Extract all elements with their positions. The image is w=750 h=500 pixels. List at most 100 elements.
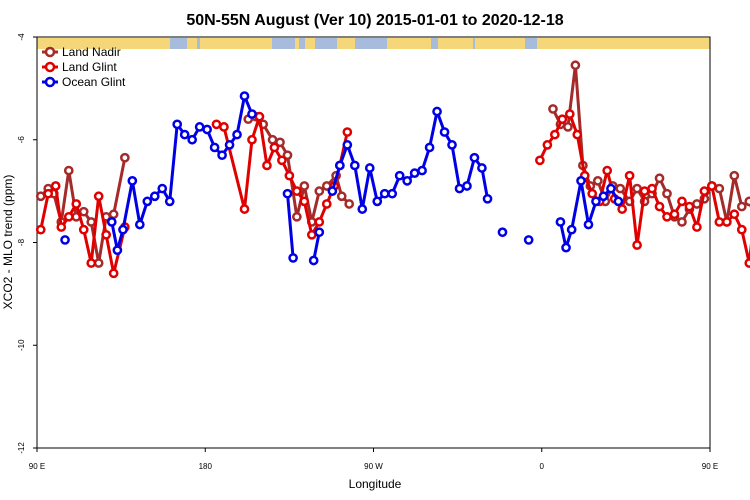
data-point [549, 129, 560, 140]
data-point [292, 186, 302, 196]
legend-label-land-glint: Land Glint [62, 60, 117, 74]
data-series [35, 60, 750, 279]
band-ocean [299, 38, 305, 49]
data-point [335, 160, 345, 171]
data-point [669, 209, 680, 220]
data-point [387, 188, 398, 199]
data-point [101, 229, 112, 240]
data-point [277, 155, 287, 166]
data-point [35, 224, 46, 235]
legend-label-ocean-glint: Ocean Glint [62, 75, 126, 89]
data-point [50, 181, 61, 191]
data-point [93, 191, 104, 202]
data-point [598, 191, 609, 202]
data-point [224, 140, 235, 150]
legend-marker-land-nadir [44, 46, 56, 58]
data-point [447, 140, 457, 150]
series-ocean-glint [60, 91, 624, 266]
x-tick-label: 90 E [29, 462, 45, 471]
data-point [592, 176, 603, 186]
data-point [179, 129, 190, 140]
data-point [292, 211, 302, 222]
y-tick-label: -10 [17, 339, 26, 351]
data-point [379, 188, 390, 199]
data-point [402, 176, 412, 186]
data-point [394, 170, 405, 181]
data-point [566, 224, 577, 235]
axis-ticks: 90 E 180 90 W 0 90 E -4 -6 -8 -10 -12 [17, 33, 718, 471]
data-point [308, 255, 319, 266]
band-ocean [525, 38, 537, 49]
band-ocean [170, 38, 187, 49]
data-point [239, 204, 250, 214]
data-point [613, 196, 624, 207]
data-point [43, 188, 54, 199]
data-point [314, 227, 325, 238]
series-land-nadir [35, 60, 750, 268]
x-tick-label: 180 [199, 462, 213, 471]
data-point [542, 140, 553, 150]
data-point [535, 155, 545, 166]
data-point [194, 122, 205, 132]
data-point [232, 129, 242, 140]
data-point [342, 140, 353, 150]
data-point [112, 245, 123, 256]
x-tick-label: 0 [540, 462, 545, 471]
data-point [327, 186, 338, 196]
data-point [164, 196, 175, 207]
data-point [344, 199, 355, 209]
data-point [454, 183, 465, 194]
data-point [211, 119, 222, 130]
y-tick-label: -6 [17, 136, 26, 144]
data-point [714, 183, 725, 194]
data-point [275, 137, 285, 148]
series-line [286, 193, 295, 259]
data-point [247, 134, 257, 145]
data-point [56, 222, 67, 232]
data-point [555, 217, 566, 227]
data-point [557, 114, 568, 125]
band-ocean [315, 38, 337, 49]
band-ocean [197, 38, 200, 49]
data-point [721, 217, 732, 227]
data-point [417, 165, 427, 176]
data-point [624, 170, 635, 181]
data-point [699, 186, 710, 196]
data-point [120, 152, 130, 163]
data-point [247, 109, 257, 119]
data-point [570, 60, 581, 71]
data-point [118, 224, 128, 235]
band-ocean [431, 38, 438, 49]
band-ocean [473, 38, 475, 49]
data-point [563, 122, 573, 132]
data-point [284, 170, 295, 181]
data-point [729, 170, 740, 181]
data-point [63, 165, 74, 176]
data-point [209, 142, 220, 153]
data-point [662, 188, 672, 199]
data-point [729, 209, 740, 220]
data-point [219, 122, 229, 132]
data-point [424, 142, 435, 153]
data-point [432, 106, 442, 117]
data-point [299, 181, 310, 191]
data-point [602, 165, 613, 176]
data-point [572, 129, 583, 140]
x-axis-label: Longitude [349, 477, 402, 491]
data-point [269, 142, 280, 153]
data-point [497, 227, 508, 238]
data-point [35, 191, 46, 202]
data-point [142, 196, 153, 207]
data-point [157, 183, 168, 194]
data-point [617, 204, 627, 214]
data-point [736, 224, 747, 235]
data-point [744, 196, 750, 207]
data-point [632, 240, 642, 250]
series-line [330, 109, 490, 211]
data-point [677, 217, 687, 227]
legend: Land Nadir Land Glint Ocean Glint [42, 45, 126, 89]
data-point [282, 188, 293, 199]
data-point [78, 224, 89, 235]
data-point [239, 91, 250, 101]
